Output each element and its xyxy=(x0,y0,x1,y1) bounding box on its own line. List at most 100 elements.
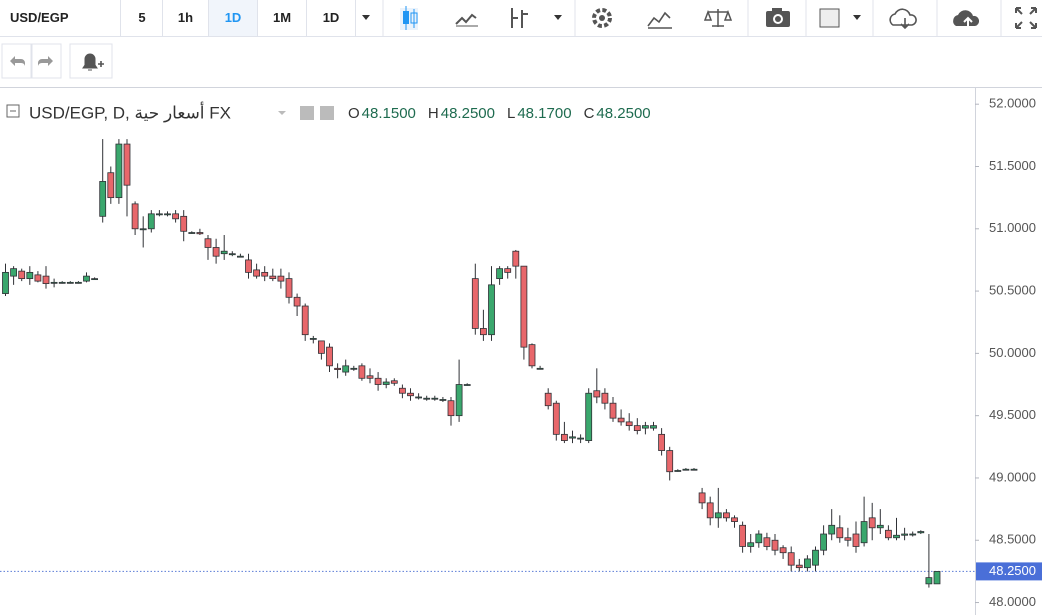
legend-key: H xyxy=(428,105,439,122)
candle-body xyxy=(812,549,819,566)
color-box[interactable] xyxy=(819,8,840,28)
interval-button[interactable]: 1D xyxy=(209,0,258,36)
candle-body xyxy=(901,533,908,536)
y-tick-label: 49.5000 xyxy=(989,407,1036,422)
candle-body xyxy=(220,250,228,255)
candle-body xyxy=(642,425,649,429)
scale-icon[interactable] xyxy=(703,9,733,27)
y-tick-label: 48.0000 xyxy=(989,594,1036,609)
candle-body xyxy=(455,384,463,417)
y-tick-label: 50.5000 xyxy=(989,283,1036,298)
candle-body xyxy=(674,470,682,472)
candle-body xyxy=(731,517,738,522)
alert-plus xyxy=(98,61,104,67)
legend-key: C xyxy=(584,105,595,122)
redo-icon xyxy=(38,56,53,66)
cloud-download-icon[interactable] xyxy=(889,8,917,30)
camera-icon[interactable] xyxy=(766,8,790,27)
candle-body xyxy=(398,387,406,394)
candle-body xyxy=(58,281,66,284)
candle-body xyxy=(723,512,730,519)
fullscreen-icon[interactable] xyxy=(1015,7,1037,29)
candle-body xyxy=(471,278,479,329)
candle-body xyxy=(42,275,50,285)
candle-body xyxy=(755,533,763,544)
candle-body xyxy=(479,328,487,336)
settings-icon[interactable] xyxy=(592,8,612,28)
legend-value: 48.1500 xyxy=(362,105,416,122)
y-tick-label: 48.5000 xyxy=(989,532,1036,547)
alert-icon xyxy=(82,53,98,71)
candle-body xyxy=(852,533,860,547)
interval-button[interactable]: 1M xyxy=(258,0,307,36)
candle-body xyxy=(91,278,98,281)
candle-body xyxy=(374,377,382,385)
candle-body xyxy=(66,281,74,284)
legend-value: 48.2500 xyxy=(441,105,495,122)
range-button[interactable]: 1D xyxy=(307,0,356,36)
candle-body xyxy=(423,397,431,400)
visibility-icon[interactable] xyxy=(300,106,314,120)
candle-body xyxy=(747,542,755,547)
interval-button[interactable]: 1h xyxy=(163,0,209,36)
dropdown-arrow[interactable] xyxy=(554,15,562,20)
candle-body xyxy=(496,268,504,280)
candle-body xyxy=(820,533,827,551)
candle-body xyxy=(909,533,917,536)
chart-title: USD/EGP, D, أسعار حية FX xyxy=(29,101,231,122)
candle-body xyxy=(326,346,333,367)
candle-body xyxy=(633,425,641,432)
candle-body xyxy=(917,531,925,534)
candle-body xyxy=(407,392,414,397)
candle-body xyxy=(779,547,787,554)
title-dropdown[interactable] xyxy=(278,111,286,115)
candle-body xyxy=(439,399,447,401)
candle-body xyxy=(795,564,803,569)
candle-body xyxy=(253,269,261,277)
candle-body xyxy=(75,281,82,284)
candle-body xyxy=(18,270,26,280)
y-tick-label: 52.0000 xyxy=(989,96,1036,111)
candle-body xyxy=(431,397,439,400)
candles-icon[interactable] xyxy=(400,6,418,30)
y-tick-label: 51.5000 xyxy=(989,158,1036,173)
candle-body xyxy=(107,172,115,199)
candle-body xyxy=(893,534,900,539)
candle-body xyxy=(933,570,941,585)
candle-body xyxy=(115,143,123,199)
compare-icon[interactable] xyxy=(647,11,672,29)
candle-body xyxy=(447,400,455,417)
candle-body xyxy=(828,524,836,535)
secondary-toolbar xyxy=(0,37,1042,88)
cloud-upload-icon[interactable] xyxy=(953,10,980,26)
indicator-icon[interactable] xyxy=(511,8,528,28)
candle-body xyxy=(544,392,552,407)
candle-body xyxy=(650,425,657,429)
candle-body xyxy=(139,228,147,231)
candle-body xyxy=(617,417,625,423)
candle-body xyxy=(261,271,269,277)
symbol-button[interactable]: USD/EGP xyxy=(0,0,121,36)
candle-body xyxy=(698,492,706,504)
dropdown-arrow[interactable] xyxy=(853,15,861,20)
candle-body xyxy=(860,521,868,544)
candle-body xyxy=(99,181,107,217)
candle-body xyxy=(585,392,593,441)
candle-body xyxy=(552,402,560,435)
dropdown-arrow[interactable] xyxy=(362,15,370,20)
candle-body xyxy=(488,284,495,336)
candle-body xyxy=(504,268,512,273)
candle-body xyxy=(520,265,528,348)
candle-body xyxy=(925,577,933,585)
line-icon[interactable] xyxy=(455,13,477,25)
candle-body xyxy=(50,281,58,284)
legend-value: 48.2500 xyxy=(596,105,650,122)
candle-body xyxy=(876,524,884,529)
secondary-icons xyxy=(1,43,113,79)
candle-body xyxy=(26,271,34,280)
settings-small-icon[interactable] xyxy=(320,106,334,120)
y-tick-label: 49.0000 xyxy=(989,469,1036,484)
interval-button[interactable]: 5 xyxy=(122,0,163,36)
legend-key: L xyxy=(507,105,515,122)
